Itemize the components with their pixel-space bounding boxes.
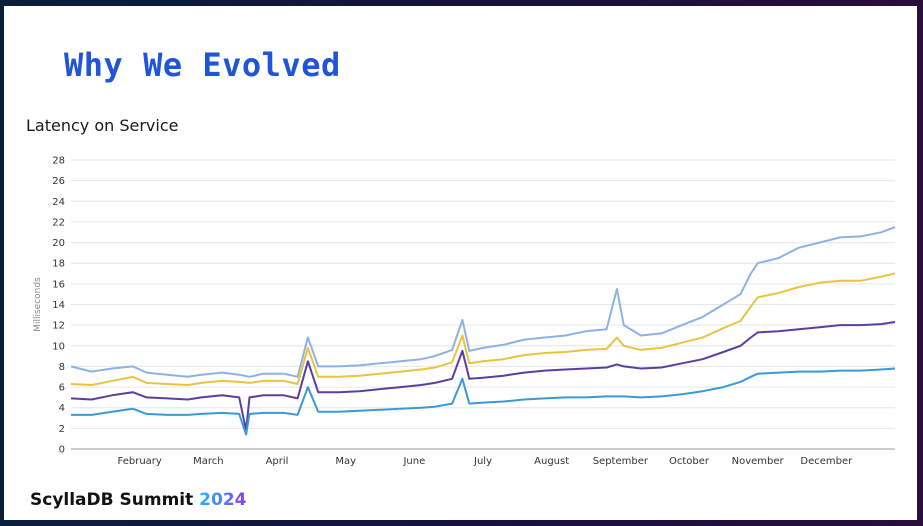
slide-title: Why We Evolved: [64, 46, 341, 84]
y-tick-label: 26: [52, 176, 65, 187]
y-tick-label: 0: [59, 445, 65, 456]
series-line-4: [71, 367, 896, 436]
y-tick-label: 16: [52, 279, 65, 290]
x-tick-label: October: [669, 456, 710, 467]
x-tick-label: July: [473, 456, 492, 467]
y-axis-label: Milliseconds: [33, 277, 43, 332]
footer-logo: ScyllaDB Summit 2024: [30, 490, 247, 510]
y-tick-label: 20: [52, 238, 65, 249]
footer-year: 2024: [199, 490, 247, 510]
series-line-1: [70, 226, 896, 378]
y-tick-label: 4: [59, 403, 65, 414]
y-tick-label: 12: [52, 321, 65, 332]
series-line-2: [70, 272, 896, 386]
y-tick-label: 24: [52, 197, 65, 208]
x-tick-label: April: [266, 456, 289, 467]
x-tick-label: March: [193, 456, 223, 467]
y-tick-label: 2: [59, 424, 65, 435]
y-tick-label: 22: [52, 217, 65, 228]
y-tick-label: 14: [52, 300, 65, 311]
y-tick-label: 10: [52, 341, 65, 352]
y-tick-label: 18: [52, 259, 65, 270]
x-tick-label: August: [534, 456, 569, 467]
chart-title: Latency on Service: [26, 116, 179, 135]
x-tick-label: May: [335, 456, 356, 467]
series-line-3: [70, 321, 896, 432]
x-tick-label: June: [402, 456, 425, 467]
y-tick-label: 28: [52, 156, 65, 167]
x-tick-label: September: [593, 456, 649, 467]
x-tick-label: December: [800, 456, 853, 467]
y-tick-label: 6: [59, 383, 65, 394]
x-tick-label: February: [118, 456, 162, 467]
footer-brand: ScyllaDB Summit: [30, 490, 194, 510]
x-tick-label: November: [732, 456, 785, 467]
y-tick-label: 8: [59, 362, 65, 373]
